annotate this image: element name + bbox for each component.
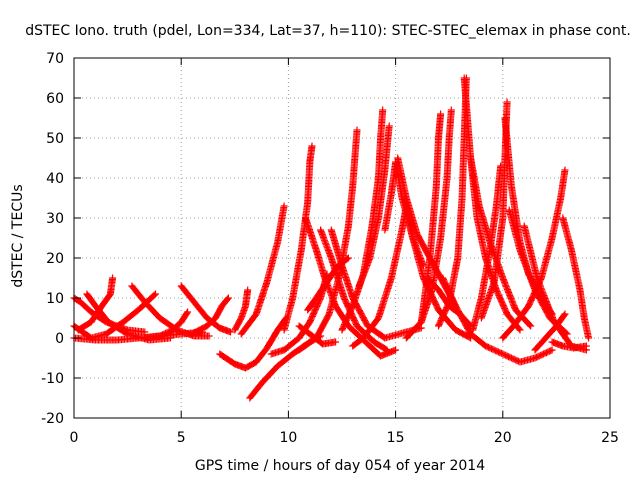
plot-frame [73, 57, 611, 419]
arc-markers [188, 294, 232, 338]
series-arc [355, 122, 393, 290]
arc-markers [231, 286, 252, 334]
y-tick-label: 20 [46, 251, 64, 267]
y-tick-label: -20 [41, 411, 64, 427]
x-tick-label: 10 [279, 430, 297, 446]
arc-markers [280, 142, 316, 334]
x-axis-label: GPS time / hours of day 054 of year 2014 [195, 458, 485, 474]
series-arc [216, 314, 290, 372]
y-tick-label: 50 [46, 131, 64, 147]
y-tick-label: 30 [46, 211, 64, 227]
series-arc [559, 214, 593, 342]
data-marks [70, 74, 593, 402]
arc-markers [141, 308, 192, 342]
y-tick-label: 60 [46, 91, 64, 107]
y-tick-label: -10 [41, 371, 64, 387]
series-arc [141, 308, 192, 342]
series-arc [548, 338, 590, 352]
series-arc [469, 162, 505, 334]
y-tick-label: 70 [46, 51, 64, 67]
series-arc [280, 142, 316, 334]
arc-markers [349, 202, 410, 350]
y-tick-label: 40 [46, 171, 64, 187]
axis-ticks: 0 5 10 15 20 25 -20 -10 0 10 20 30 40 50 60 70 [41, 51, 619, 446]
arc-markers [237, 202, 288, 338]
x-tick-label: 5 [177, 430, 186, 446]
arc-markers [302, 214, 400, 360]
x-tick-label: 15 [387, 430, 405, 446]
series-arc [317, 226, 391, 354]
y-tick-label: 0 [55, 331, 64, 347]
series-arc [188, 294, 232, 338]
arc-markers [559, 214, 593, 342]
series-arc [237, 202, 288, 338]
arc-markers [128, 282, 213, 340]
arc-markers [469, 162, 505, 334]
arc-markers [317, 226, 391, 354]
x-tick-label: 20 [494, 430, 512, 446]
y-axis-label: dSTEC / TECUs [10, 184, 26, 287]
arc-markers [531, 310, 569, 354]
series-arc [128, 282, 213, 340]
arc-markers [499, 166, 569, 342]
x-tick-label: 0 [70, 430, 79, 446]
x-tick-label: 25 [601, 430, 619, 446]
y-tick-label: 10 [46, 291, 64, 307]
series-arc [531, 310, 569, 354]
series-arc [439, 274, 556, 366]
arc-markers [439, 274, 556, 366]
series-arc [349, 202, 410, 350]
arc-markers [355, 122, 393, 290]
series-arc [302, 214, 400, 360]
arc-markers [548, 338, 590, 352]
series-arc [231, 286, 252, 334]
arc-markers [216, 314, 290, 372]
series-arc [499, 166, 569, 342]
chart-title: dSTEC Iono. truth (pdel, Lon=334, Lat=37… [25, 23, 631, 39]
